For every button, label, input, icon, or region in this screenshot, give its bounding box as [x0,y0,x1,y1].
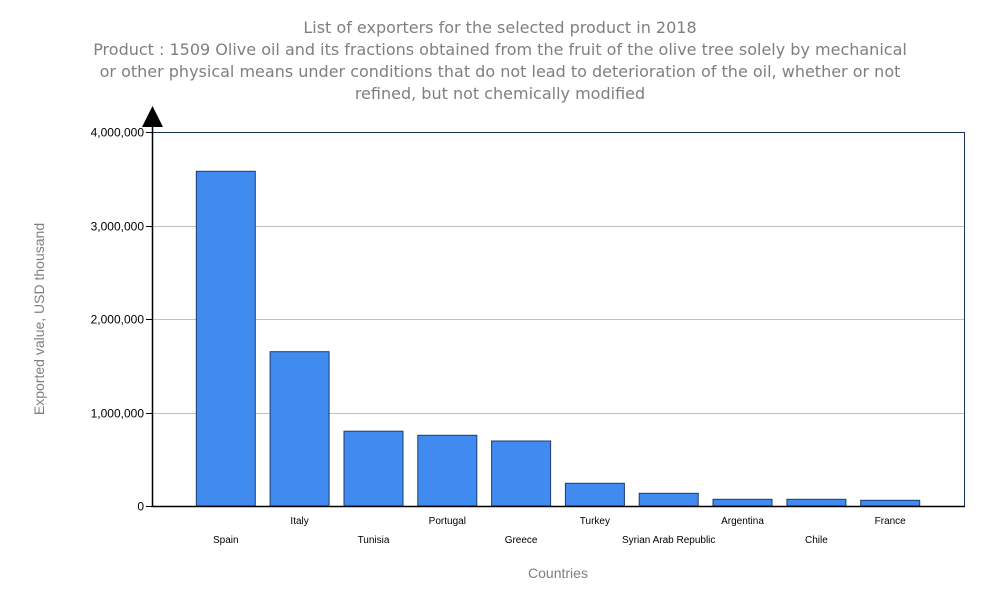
x-axis-title: Countries [528,565,588,581]
bar-spain[interactable] [195,170,256,507]
x-category-label: Chile [805,535,828,546]
y-tick-label: 4,000,000 [91,126,145,140]
plot-frame [142,106,965,508]
chart-title: List of exporters for the selected produ… [303,18,697,37]
bar-turkey[interactable] [564,482,625,507]
x-category-label: Syrian Arab Republic [622,535,715,546]
y-tick-label: 1,000,000 [91,407,145,421]
bars [195,170,921,507]
bar-tunisia[interactable] [343,430,404,507]
bar-italy[interactable] [269,351,330,507]
bar-syrian-arab-republic[interactable] [638,492,699,507]
x-category-label: Turkey [580,516,610,527]
x-category-label: Argentina [721,516,764,527]
chart-title-block: List of exporters for the selected produ… [0,17,1000,105]
y-axis-ticks: 0 1,000,000 2,000,000 3,000,000 4,000,000 [91,126,152,514]
bar-argentina[interactable] [712,498,773,507]
x-category-label: France [875,516,907,527]
y-axis-title: Exported value, USD thousand [31,223,47,415]
chart-subtitle-line-3: refined, but not chemically modified [354,84,646,103]
y-tick-label: 3,000,000 [91,220,145,234]
bar-portugal[interactable] [417,434,478,507]
bar-greece[interactable] [491,440,552,507]
x-category-label: Tunisia [358,535,390,546]
y-tick-label: 0 [137,500,144,514]
chart-subtitle-line-1: Product : 1509 Olive oil and its fractio… [93,40,907,59]
x-category-label: Portugal [429,516,466,527]
y-tick-label: 2,000,000 [91,313,145,327]
x-axis-labels: Spain Italy Tunisia Portugal Greece Turkey Syr… [213,516,906,546]
bar-france[interactable] [860,499,921,507]
chart-subtitle-line-2: or other physical means under conditions… [99,62,901,81]
x-category-label: Italy [290,516,308,527]
x-category-label: Greece [505,535,538,546]
bar-chile[interactable] [786,498,847,507]
x-category-label: Spain [213,535,239,546]
y-axis-arrow-icon [142,106,163,127]
